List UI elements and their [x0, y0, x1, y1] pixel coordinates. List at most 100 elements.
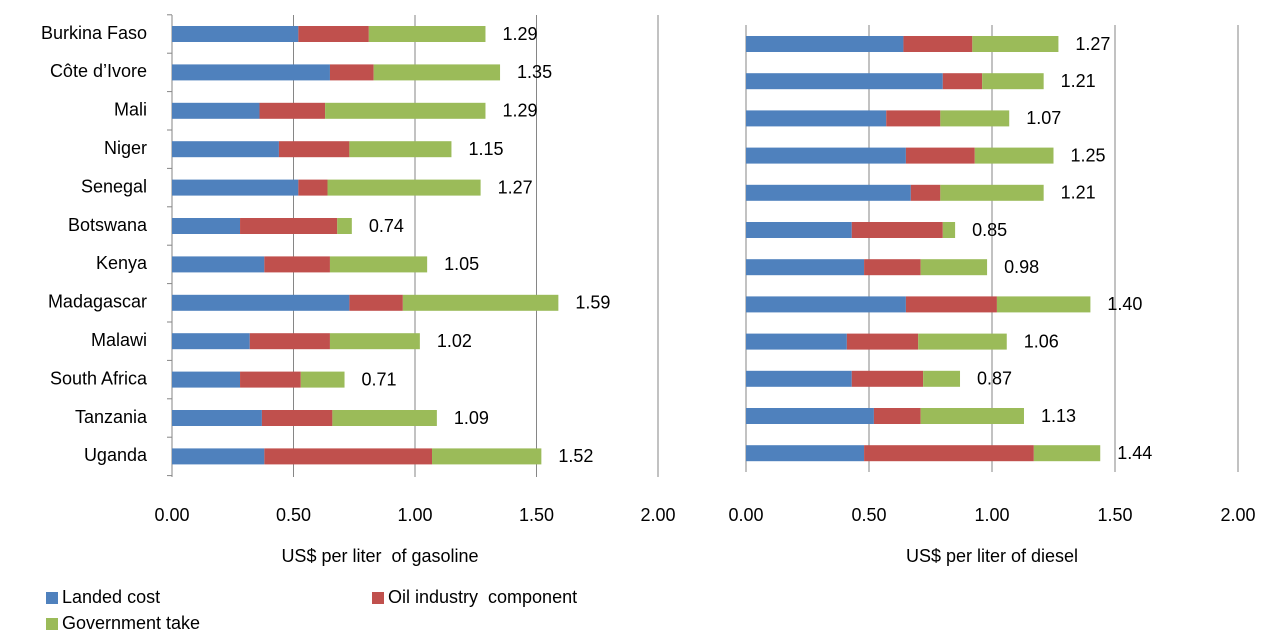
bar-segment: [746, 73, 943, 90]
total-label: 1.59: [575, 293, 610, 313]
bar-segment: [746, 296, 906, 313]
bar-segment: [746, 408, 874, 424]
total-label: 1.35: [517, 62, 552, 82]
x-tick-label: 1.00: [397, 505, 432, 525]
y-tick-label: Tanzania: [75, 407, 148, 427]
y-tick-label: Madagascar: [48, 292, 147, 312]
bar-segment: [249, 333, 330, 350]
x-tick-label: 1.50: [1097, 505, 1132, 525]
bar-segment: [172, 179, 299, 196]
total-label: 1.07: [1026, 108, 1061, 128]
y-tick-label: Uganda: [84, 445, 148, 465]
bar-segment: [278, 141, 350, 158]
bar-segment: [746, 370, 852, 387]
total-label: 1.13: [1041, 406, 1076, 426]
legend-swatch: [46, 592, 58, 604]
bar-segment: [746, 36, 904, 52]
bar-segment: [942, 73, 983, 90]
bar-segment: [264, 256, 330, 273]
bar-segment: [402, 294, 559, 311]
bar-segment: [172, 371, 241, 388]
total-label: 1.27: [498, 177, 533, 197]
bar-segment: [349, 141, 452, 158]
bar-segment: [746, 333, 847, 350]
bar-segment: [327, 179, 481, 196]
total-label: 1.05: [444, 254, 479, 274]
bar-segment: [298, 26, 369, 42]
y-tick-label: Burkina Faso: [41, 23, 147, 43]
y-tick-label: Senegal: [81, 176, 147, 196]
bar-segment: [300, 371, 345, 388]
y-tick-label: Niger: [104, 138, 147, 158]
bar-segment: [259, 102, 326, 119]
bar-segment: [172, 333, 250, 350]
bar-segment: [172, 102, 260, 119]
bar-segment: [942, 222, 956, 238]
x-tick-label: 0.00: [728, 505, 763, 525]
bar-segment: [332, 410, 437, 426]
total-label: 0.85: [972, 220, 1007, 240]
x-tick-label: 0.00: [154, 505, 189, 525]
bar-segment: [920, 408, 1024, 424]
bar-segment: [432, 448, 542, 465]
total-label: 1.25: [1071, 145, 1106, 165]
bar-segment: [982, 73, 1044, 90]
bar-segment: [329, 333, 420, 350]
legend-label: Government take: [62, 613, 200, 633]
bar-segment: [940, 110, 1010, 127]
bar-segment: [172, 448, 265, 465]
total-label: 1.21: [1061, 183, 1096, 203]
bar-segment: [864, 445, 1034, 462]
y-tick-label: Kenya: [96, 253, 148, 273]
legend-swatch: [372, 592, 384, 604]
x-tick-label: 2.00: [1220, 505, 1255, 525]
total-label: 1.09: [454, 408, 489, 428]
y-tick-label: Malawi: [91, 330, 147, 350]
bar-segment: [337, 218, 352, 234]
total-label: 0.87: [977, 369, 1012, 389]
bar-segment: [349, 294, 403, 311]
total-label: 0.74: [369, 216, 404, 236]
y-tick-label: Côte d’Ivore: [50, 61, 147, 81]
bar-segment: [264, 448, 433, 465]
bar-segment: [172, 410, 262, 426]
total-label: 1.15: [468, 139, 503, 159]
x-tick-label: 1.00: [974, 505, 1009, 525]
legend-label: Landed cost: [62, 587, 160, 607]
bar-segment: [261, 410, 333, 426]
bar-segment: [172, 64, 330, 81]
bar-segment: [918, 333, 1007, 350]
bar-segment: [746, 110, 887, 127]
total-label: 1.52: [558, 446, 593, 466]
bar-segment: [746, 445, 865, 462]
bar-segment: [325, 102, 486, 119]
bar-segment: [940, 184, 1044, 201]
bar-segment: [972, 36, 1059, 52]
bar-segment: [851, 222, 943, 238]
bar-segment: [903, 36, 973, 52]
legend-label: Oil industry component: [388, 587, 577, 607]
x-tick-label: 0.50: [851, 505, 886, 525]
bar-segment: [368, 26, 486, 42]
bar-segment: [851, 370, 924, 387]
bar-segment: [746, 184, 911, 201]
total-label: 1.29: [502, 101, 537, 121]
bar-segment: [298, 179, 328, 196]
bar-segment: [373, 64, 501, 81]
bar-segment: [873, 408, 921, 424]
x-tick-label: 1.50: [519, 505, 554, 525]
bar-segment: [172, 141, 279, 158]
bar-segment: [905, 147, 975, 164]
bar-segment: [746, 147, 906, 164]
x-axis-label: US$ per liter of diesel: [906, 546, 1078, 566]
legend-swatch: [46, 618, 58, 630]
bar-segment: [864, 259, 921, 276]
bar-segment: [923, 370, 961, 387]
bar-segment: [329, 64, 374, 81]
total-label: 1.21: [1061, 71, 1096, 91]
total-label: 1.27: [1075, 34, 1110, 54]
total-label: 0.71: [362, 369, 397, 389]
y-tick-label: Botswana: [68, 215, 148, 235]
bar-segment: [974, 147, 1054, 164]
bar-segment: [240, 371, 301, 388]
